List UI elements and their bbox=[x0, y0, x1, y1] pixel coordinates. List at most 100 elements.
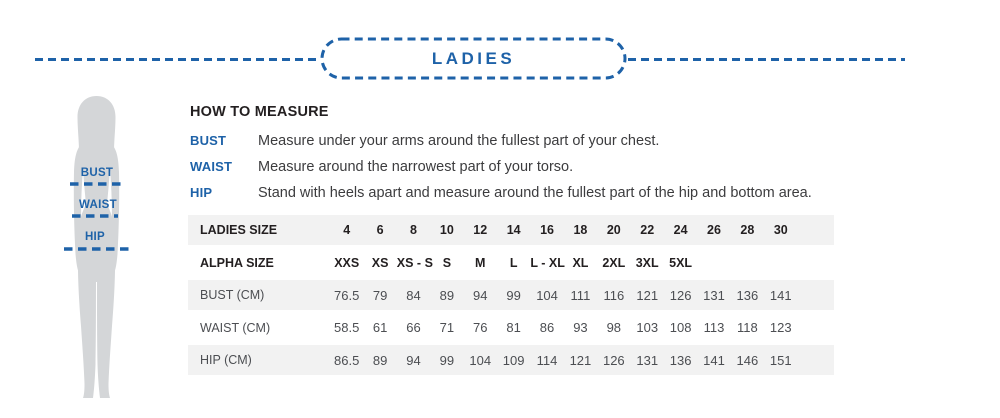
measure-term: WAIST bbox=[190, 159, 233, 174]
table-cell: 99 bbox=[506, 287, 521, 303]
table-cell: 126 bbox=[669, 287, 692, 303]
table-cell: 81 bbox=[506, 320, 521, 335]
table-cell: 30 bbox=[773, 223, 788, 237]
table-cell: 24 bbox=[673, 223, 688, 237]
measure-term: HIP bbox=[190, 185, 213, 200]
table-cell: 89 bbox=[439, 287, 455, 303]
row-label: LADIES SIZE bbox=[200, 223, 278, 237]
table-cell: 84 bbox=[406, 287, 421, 303]
table-cell: 14 bbox=[506, 223, 521, 237]
table-cell: L - XL bbox=[530, 255, 565, 270]
waist-figure-label: WAIST bbox=[79, 199, 117, 211]
table-cell: 146 bbox=[736, 352, 759, 368]
table-cell: 98 bbox=[606, 320, 622, 335]
table-cell: 28 bbox=[740, 223, 755, 237]
table-cell: 141 bbox=[703, 352, 725, 368]
table-cell: 86 bbox=[539, 320, 555, 335]
table-cell: 18 bbox=[573, 223, 588, 237]
table-cell: 118 bbox=[737, 320, 758, 335]
table-cell: 58.5 bbox=[334, 320, 360, 335]
table-cell: 121 bbox=[636, 287, 659, 303]
table-cell: 113 bbox=[703, 320, 725, 335]
row-label: BUST (CM) bbox=[200, 288, 265, 302]
woman-silhouette bbox=[73, 96, 120, 398]
hip-figure-label: HIP bbox=[85, 231, 105, 243]
table-row: ALPHA SIZE XXS XS XS - S S M L L - XL XL 2XL 3XL 5X… bbox=[188, 248, 834, 278]
table-row: BUST (CM) 76.5 79 84 89 94 99 104 111 116 121 126 13… bbox=[188, 280, 834, 310]
table-cell: 86.5 bbox=[334, 352, 360, 368]
table-cell: XS - S bbox=[396, 255, 433, 270]
table-cell: 10 bbox=[439, 223, 454, 237]
table-cell: 108 bbox=[669, 320, 692, 335]
table-row: LADIES SIZE 4 6 8 10 12 14 16 18 20 22 24 26 28 30 bbox=[188, 215, 834, 245]
table-cell: 8 bbox=[410, 223, 417, 237]
header-dashed-line-right bbox=[628, 58, 905, 61]
measure-item: BUST Measure under your arms around the f… bbox=[190, 128, 880, 154]
how-to-measure-title: HOW TO MEASURE bbox=[190, 104, 329, 120]
table-cell: 121 bbox=[569, 352, 592, 368]
row-label: ALPHA SIZE bbox=[200, 255, 274, 270]
section-title: LADIES bbox=[431, 48, 516, 68]
table-cell: 94 bbox=[473, 287, 488, 303]
table-cell: 5XL bbox=[669, 255, 693, 270]
ladies-pill: LADIES bbox=[320, 37, 627, 80]
measure-description: Stand with heels apart and measure aroun… bbox=[258, 185, 812, 201]
size-table: LADIES SIZE 4 6 8 10 12 14 16 18 20 22 24 26 28 30 ALPH… bbox=[188, 215, 834, 378]
table-cell: M bbox=[475, 255, 486, 270]
table-cell: XS bbox=[371, 255, 389, 270]
table-cell: 151 bbox=[769, 352, 792, 368]
measure-list: BUST Measure under your arms around the f… bbox=[190, 128, 880, 206]
table-cell: 131 bbox=[636, 352, 659, 368]
table-cell: 126 bbox=[602, 352, 625, 368]
table-cell: 76.5 bbox=[334, 287, 360, 303]
table-cell: 131 bbox=[703, 287, 725, 303]
table-cell: XXS bbox=[334, 255, 360, 270]
table-cell: 103 bbox=[636, 320, 659, 335]
measure-item: HIP Stand with heels apart and measure ar… bbox=[190, 180, 880, 206]
header-dashed-line-left bbox=[35, 58, 319, 61]
table-cell: 109 bbox=[502, 352, 525, 368]
table-cell: 89 bbox=[372, 352, 388, 368]
table-cell: 99 bbox=[439, 352, 455, 368]
table-cell: 123 bbox=[769, 320, 792, 335]
table-cell: 2XL bbox=[602, 255, 626, 270]
table-cell: 3XL bbox=[635, 255, 659, 270]
table-cell: 104 bbox=[469, 352, 492, 368]
table-cell: 12 bbox=[473, 223, 488, 237]
table-cell: 111 bbox=[570, 287, 591, 303]
table-cell: 61 bbox=[372, 320, 388, 335]
table-cell: 136 bbox=[669, 352, 692, 368]
table-cell: S bbox=[442, 255, 452, 270]
table-cell: 136 bbox=[736, 287, 759, 303]
pill-dashed-border bbox=[320, 37, 627, 80]
row-label: WAIST (CM) bbox=[200, 320, 271, 335]
measure-item: WAIST Measure around the narrowest part o… bbox=[190, 154, 880, 180]
woman-silhouette-figure: BUST WAIST HIP bbox=[64, 96, 133, 398]
table-cell: 116 bbox=[603, 287, 625, 303]
table-cell: 22 bbox=[640, 223, 655, 237]
table-cell: 141 bbox=[769, 287, 792, 303]
table-cell: 76 bbox=[473, 320, 488, 335]
table-cell: XL bbox=[572, 255, 589, 270]
table-cell: L bbox=[509, 255, 518, 270]
table-cell: 4 bbox=[343, 223, 351, 237]
table-cell: 93 bbox=[573, 320, 588, 335]
table-cell: 66 bbox=[406, 320, 421, 335]
table-cell: 114 bbox=[536, 352, 558, 368]
row-label: HIP (CM) bbox=[200, 353, 252, 367]
measure-description: Measure under your arms around the fulle… bbox=[258, 133, 660, 149]
table-cell: 94 bbox=[406, 352, 421, 368]
measure-term: BUST bbox=[190, 133, 227, 148]
table-cell: 20 bbox=[606, 223, 621, 237]
bust-figure-label: BUST bbox=[81, 167, 114, 179]
table-cell: 6 bbox=[376, 223, 384, 237]
table-cell: 79 bbox=[372, 287, 388, 303]
table-cell: 26 bbox=[707, 223, 721, 237]
table-cell: 104 bbox=[536, 287, 558, 303]
measure-description: Measure around the narrowest part of you… bbox=[258, 159, 574, 175]
how-to-measure-section: HOW TO MEASURE BUST Measure under your ar… bbox=[190, 104, 880, 206]
table-cell: 16 bbox=[540, 223, 554, 237]
table-row: HIP (CM) 86.5 89 94 99 104 109 114 121 126 131 136 1… bbox=[188, 345, 834, 375]
table-cell: 71 bbox=[439, 320, 455, 335]
